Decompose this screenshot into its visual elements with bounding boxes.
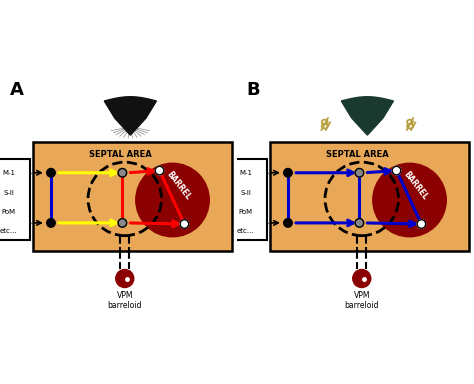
Circle shape: [180, 220, 189, 228]
Text: A: A: [9, 81, 23, 99]
Bar: [0, 159, 29, 240]
Text: SEPTAL AREA: SEPTAL AREA: [90, 150, 152, 159]
Circle shape: [118, 169, 127, 177]
Text: B: B: [246, 81, 260, 99]
Text: S-II: S-II: [240, 190, 251, 196]
Circle shape: [355, 169, 364, 177]
Text: SEPTAL AREA: SEPTAL AREA: [327, 150, 389, 159]
Text: BARREL: BARREL: [401, 170, 429, 202]
Circle shape: [392, 166, 401, 175]
Circle shape: [46, 218, 55, 227]
Circle shape: [283, 169, 292, 177]
Circle shape: [355, 218, 364, 227]
Circle shape: [155, 166, 164, 175]
Polygon shape: [104, 97, 156, 135]
Text: M-1: M-1: [2, 170, 15, 176]
Circle shape: [417, 220, 426, 228]
Circle shape: [136, 163, 210, 237]
Bar: [33, 142, 232, 251]
Bar: [270, 142, 469, 251]
Text: PoM: PoM: [239, 209, 253, 215]
Text: etc...: etc...: [0, 228, 18, 233]
Text: PoM: PoM: [2, 209, 16, 215]
Polygon shape: [341, 97, 393, 135]
Text: M-1: M-1: [239, 170, 252, 176]
Circle shape: [373, 163, 447, 237]
Text: BARREL: BARREL: [164, 170, 192, 202]
Circle shape: [283, 218, 292, 227]
Text: VPM
barreloid: VPM barreloid: [345, 291, 379, 311]
Circle shape: [353, 270, 371, 288]
Circle shape: [46, 169, 55, 177]
Circle shape: [118, 218, 127, 227]
Bar: [225, 159, 266, 240]
Circle shape: [116, 270, 134, 288]
Text: VPM
barreloid: VPM barreloid: [108, 291, 142, 311]
Text: S-II: S-II: [3, 190, 14, 196]
Text: etc...: etc...: [237, 228, 255, 233]
